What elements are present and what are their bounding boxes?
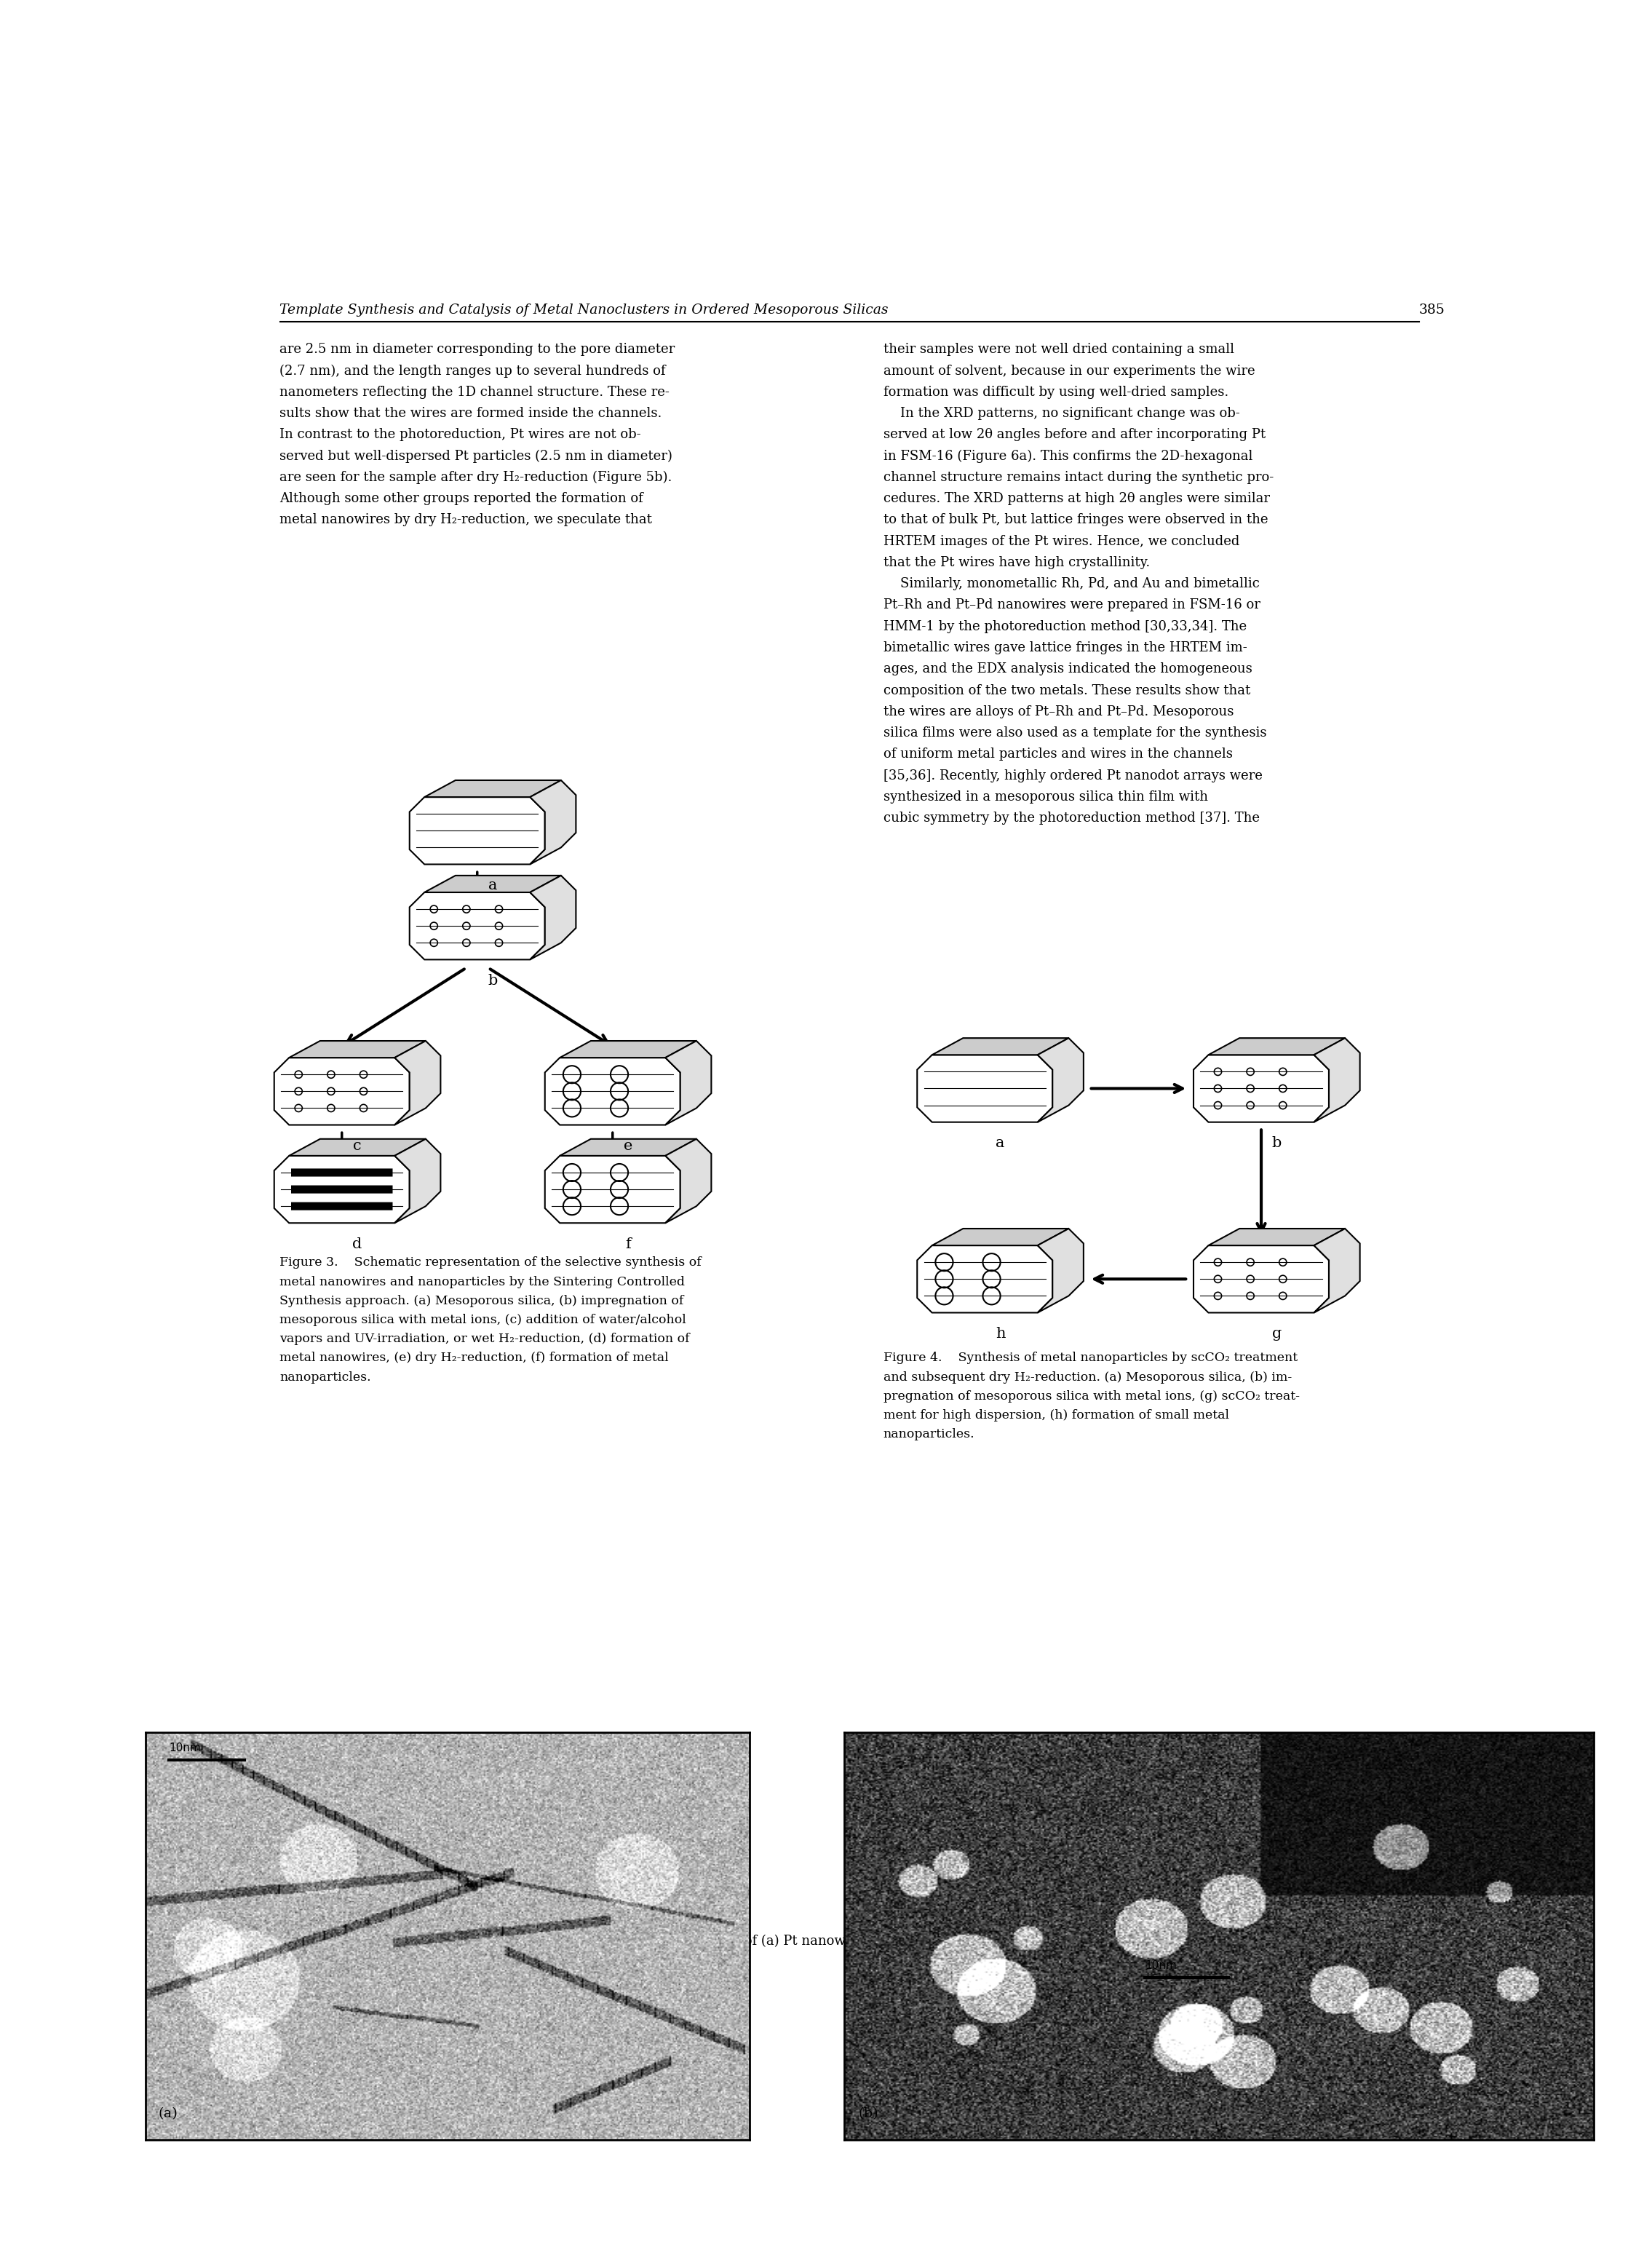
Polygon shape	[666, 1140, 712, 1223]
Text: formation was difficult by using well-dried samples.: formation was difficult by using well-dr…	[884, 385, 1229, 399]
Text: Template Synthesis and Catalysis of Metal Nanoclusters in Ordered Mesoporous Sil: Template Synthesis and Catalysis of Meta…	[279, 304, 889, 318]
Polygon shape	[545, 1058, 681, 1126]
Text: in FSM-16 (Figure 6a). This confirms the 2D-hexagonal: in FSM-16 (Figure 6a). This confirms the…	[884, 450, 1252, 464]
FancyBboxPatch shape	[291, 1203, 393, 1209]
Text: are seen for the sample after dry H₂-reduction (Figure 5b).: are seen for the sample after dry H₂-red…	[279, 471, 672, 484]
Polygon shape	[560, 1140, 697, 1155]
Text: h: h	[996, 1326, 1006, 1340]
Text: their samples were not well dried containing a small: their samples were not well dried contai…	[884, 342, 1234, 356]
Polygon shape	[410, 892, 545, 959]
Polygon shape	[917, 1245, 1052, 1313]
Polygon shape	[395, 1140, 441, 1223]
Text: served at low 2θ angles before and after incorporating Pt: served at low 2θ angles before and after…	[884, 428, 1265, 441]
Text: Although some other groups reported the formation of: Although some other groups reported the …	[279, 493, 644, 504]
Polygon shape	[1208, 1230, 1345, 1245]
Text: ages, and the EDX analysis indicated the homogeneous: ages, and the EDX analysis indicated the…	[884, 662, 1252, 676]
Text: Figure 3.    Schematic representation of the selective synthesis of: Figure 3. Schematic representation of th…	[279, 1257, 702, 1270]
Text: HRTEM images of the Pt wires. Hence, we concluded: HRTEM images of the Pt wires. Hence, we …	[884, 534, 1239, 547]
Text: e: e	[623, 1140, 633, 1153]
Polygon shape	[1037, 1038, 1084, 1121]
Text: (b): (b)	[859, 2108, 879, 2119]
Polygon shape	[666, 1040, 712, 1126]
Polygon shape	[932, 1038, 1069, 1054]
Polygon shape	[1208, 1038, 1345, 1054]
Text: bimetallic wires gave lattice fringes in the HRTEM im-: bimetallic wires gave lattice fringes in…	[884, 642, 1247, 655]
Text: Pt–Rh and Pt–Pd nanowires were prepared in FSM-16 or: Pt–Rh and Pt–Pd nanowires were prepared …	[884, 599, 1260, 613]
Text: sults show that the wires are formed inside the channels.: sults show that the wires are formed ins…	[279, 408, 662, 421]
Text: nanoparticles.: nanoparticles.	[279, 1371, 372, 1383]
Polygon shape	[1313, 1230, 1360, 1313]
Text: channel structure remains intact during the synthetic pro-: channel structure remains intact during …	[884, 471, 1274, 484]
Text: silica films were also used as a template for the synthesis: silica films were also used as a templat…	[884, 727, 1267, 739]
Text: a: a	[996, 1137, 1004, 1151]
Text: metal nanowires, (e) dry H₂-reduction, (f) formation of metal: metal nanowires, (e) dry H₂-reduction, (…	[279, 1351, 669, 1365]
Text: In the XRD patterns, no significant change was ob-: In the XRD patterns, no significant chan…	[884, 408, 1239, 421]
Text: b: b	[487, 973, 497, 986]
Polygon shape	[530, 876, 577, 959]
Polygon shape	[1037, 1230, 1084, 1313]
Text: metal nanowires by dry H₂-reduction, we speculate that: metal nanowires by dry H₂-reduction, we …	[279, 513, 653, 527]
Text: synthesized in a mesoporous silica thin film with: synthesized in a mesoporous silica thin …	[884, 790, 1208, 804]
Text: pregnation of mesoporous silica with metal ions, (g) scCO₂ treat-: pregnation of mesoporous silica with met…	[884, 1389, 1300, 1403]
Text: cedures. The XRD patterns at high 2θ angles were similar: cedures. The XRD patterns at high 2θ ang…	[884, 493, 1270, 504]
Text: cubic symmetry by the photoreduction method [37]. The: cubic symmetry by the photoreduction met…	[884, 811, 1259, 824]
Text: Figure 4.    Synthesis of metal nanoparticles by scCO₂ treatment: Figure 4. Synthesis of metal nanoparticl…	[884, 1351, 1297, 1365]
Polygon shape	[425, 779, 562, 797]
Polygon shape	[560, 1040, 697, 1058]
Polygon shape	[395, 1040, 441, 1126]
Text: that the Pt wires have high crystallinity.: that the Pt wires have high crystallinit…	[884, 556, 1150, 570]
Text: In contrast to the photoreduction, Pt wires are not ob-: In contrast to the photoreduction, Pt wi…	[279, 428, 641, 441]
Text: (2.7 nm), and the length ranges up to several hundreds of: (2.7 nm), and the length ranges up to se…	[279, 365, 666, 378]
Text: served but well-dispersed Pt particles (2.5 nm in diameter): served but well-dispersed Pt particles (…	[279, 450, 672, 464]
Text: nanometers reflecting the 1D channel structure. These re-: nanometers reflecting the 1D channel str…	[279, 385, 669, 399]
Text: 10nm: 10nm	[169, 1743, 202, 1754]
Text: nanoparticles.: nanoparticles.	[884, 1428, 975, 1441]
Polygon shape	[917, 1054, 1052, 1121]
Text: vapors and UV-irradiation, or wet H₂-reduction, (d) formation of: vapors and UV-irradiation, or wet H₂-red…	[279, 1333, 691, 1344]
FancyBboxPatch shape	[291, 1185, 393, 1194]
Text: composition of the two metals. These results show that: composition of the two metals. These res…	[884, 685, 1251, 696]
Text: f: f	[624, 1236, 631, 1250]
Text: 385: 385	[1419, 304, 1446, 318]
Polygon shape	[274, 1058, 410, 1126]
Text: mesoporous silica with metal ions, (c) addition of water/alcohol: mesoporous silica with metal ions, (c) a…	[279, 1313, 687, 1326]
Text: to that of bulk Pt, but lattice fringes were observed in the: to that of bulk Pt, but lattice fringes …	[884, 513, 1269, 527]
Text: the wires are alloys of Pt–Rh and Pt–Pd. Mesoporous: the wires are alloys of Pt–Rh and Pt–Pd.…	[884, 705, 1234, 718]
Text: b: b	[1272, 1137, 1282, 1151]
Polygon shape	[1193, 1054, 1328, 1121]
Text: amount of solvent, because in our experiments the wire: amount of solvent, because in our experi…	[884, 365, 1256, 378]
Polygon shape	[289, 1040, 426, 1058]
Polygon shape	[410, 797, 545, 865]
Text: HMM-1 by the photoreduction method [30,33,34]. The: HMM-1 by the photoreduction method [30,3…	[884, 619, 1247, 633]
Polygon shape	[932, 1230, 1069, 1245]
Text: d: d	[352, 1236, 362, 1250]
Polygon shape	[545, 1155, 681, 1223]
Polygon shape	[274, 1155, 410, 1223]
Polygon shape	[1313, 1038, 1360, 1121]
Text: of uniform metal particles and wires in the channels: of uniform metal particles and wires in …	[884, 748, 1232, 761]
Text: (a): (a)	[159, 2108, 178, 2119]
Text: c: c	[354, 1140, 362, 1153]
Polygon shape	[530, 779, 577, 865]
Text: g: g	[1272, 1326, 1282, 1340]
Text: Figure 5.    TEM images of (a) Pt nanowires and (b) Pt nanoparticles in FSM-16.: Figure 5. TEM images of (a) Pt nanowires…	[580, 1934, 1113, 1948]
Polygon shape	[289, 1140, 426, 1155]
FancyBboxPatch shape	[291, 1169, 393, 1176]
Text: metal nanowires and nanoparticles by the Sintering Controlled: metal nanowires and nanoparticles by the…	[279, 1275, 686, 1288]
Polygon shape	[425, 876, 562, 892]
Text: Similarly, monometallic Rh, Pd, and Au and bimetallic: Similarly, monometallic Rh, Pd, and Au a…	[884, 577, 1259, 590]
Text: Synthesis approach. (a) Mesoporous silica, (b) impregnation of: Synthesis approach. (a) Mesoporous silic…	[279, 1295, 684, 1306]
Text: a: a	[489, 878, 497, 892]
Text: 10nm: 10nm	[1145, 1959, 1176, 1970]
Text: are 2.5 nm in diameter corresponding to the pore diameter: are 2.5 nm in diameter corresponding to …	[279, 342, 676, 356]
Text: ment for high dispersion, (h) formation of small metal: ment for high dispersion, (h) formation …	[884, 1410, 1229, 1421]
Text: [35,36]. Recently, highly ordered Pt nanodot arrays were: [35,36]. Recently, highly ordered Pt nan…	[884, 768, 1262, 781]
Text: and subsequent dry H₂-reduction. (a) Mesoporous silica, (b) im-: and subsequent dry H₂-reduction. (a) Mes…	[884, 1371, 1292, 1383]
Polygon shape	[1193, 1245, 1328, 1313]
